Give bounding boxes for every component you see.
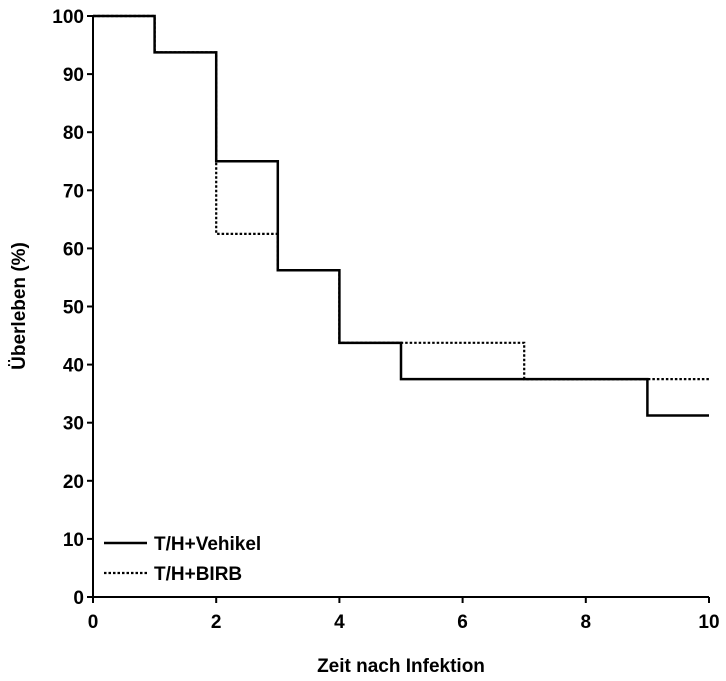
x-tick-label: 4 [334, 612, 345, 633]
y-tick-label: 70 [63, 181, 84, 202]
y-tick-label: 30 [63, 414, 84, 435]
y-tick-label: 40 [63, 356, 84, 377]
series-birb-line [93, 14, 709, 381]
axes [92, 16, 709, 598]
x-tick-label: 8 [581, 612, 592, 633]
x-axis-label: Zeit nach Infektion [317, 656, 485, 677]
legend-label: T/H+Vehikel [154, 534, 261, 555]
x-tick-label: 6 [457, 612, 468, 633]
x-tick-label: 2 [211, 612, 222, 633]
y-tick-label: 50 [63, 298, 84, 319]
y-tick-label: 100 [52, 7, 84, 28]
series-vehikel-line [93, 14, 709, 417]
y-tick-label: 0 [73, 588, 84, 609]
legend-label: T/H+BIRB [154, 564, 242, 585]
y-tick-label: 90 [63, 65, 84, 86]
y-tick-label: 10 [63, 530, 84, 551]
y-tick-label: 20 [63, 472, 84, 493]
x-tick-label: 10 [698, 612, 719, 633]
series-lines [93, 14, 709, 417]
y-axis-label: Überleben (%) [9, 242, 30, 370]
x-ticks: 0 2 4 6 8 10 [88, 597, 720, 633]
x-tick-label: 0 [88, 612, 99, 633]
y-ticks: 0 10 20 30 40 50 60 70 80 90 100 [52, 7, 93, 609]
legend: T/H+Vehikel T/H+BIRB [104, 534, 261, 585]
y-tick-label: 60 [63, 239, 84, 260]
y-tick-label: 80 [63, 123, 84, 144]
